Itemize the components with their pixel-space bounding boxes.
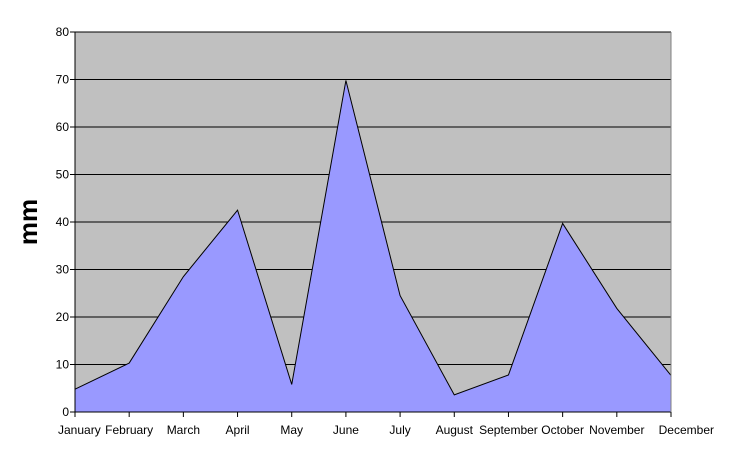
x-tick-label: October xyxy=(541,423,584,437)
x-tick-labels: January February March April May June July Augu… xyxy=(58,423,714,437)
x-tick-label: February xyxy=(105,423,153,437)
y-tick-label: 50 xyxy=(56,168,70,182)
y-tick-labels: 0 10 20 30 40 50 60 70 80 xyxy=(56,25,70,419)
axes xyxy=(70,31,672,417)
x-tick-label: December xyxy=(659,423,714,437)
x-tick-label: June xyxy=(333,423,359,437)
x-tick-label: May xyxy=(280,423,303,437)
x-tick-label: July xyxy=(389,423,410,437)
y-tick-label: 70 xyxy=(56,73,70,87)
x-tick-label: April xyxy=(226,423,250,437)
x-tick-label: August xyxy=(436,423,474,437)
y-axis-title: mm xyxy=(13,199,43,245)
y-tick-label: 80 xyxy=(56,25,70,39)
y-tick-label: 0 xyxy=(62,405,69,419)
y-tick-label: 40 xyxy=(56,215,70,229)
y-tick-label: 60 xyxy=(56,120,70,134)
area-series-fill xyxy=(75,80,671,412)
x-tick-label: September xyxy=(479,423,538,437)
y-tick-label: 20 xyxy=(56,310,70,324)
y-tick-label: 10 xyxy=(56,358,70,372)
x-tick-label: November xyxy=(589,423,644,437)
area-series-line xyxy=(74,80,672,396)
y-tick-label: 30 xyxy=(56,263,70,277)
x-tick-label: January xyxy=(58,423,101,437)
x-tick-label: March xyxy=(167,423,200,437)
